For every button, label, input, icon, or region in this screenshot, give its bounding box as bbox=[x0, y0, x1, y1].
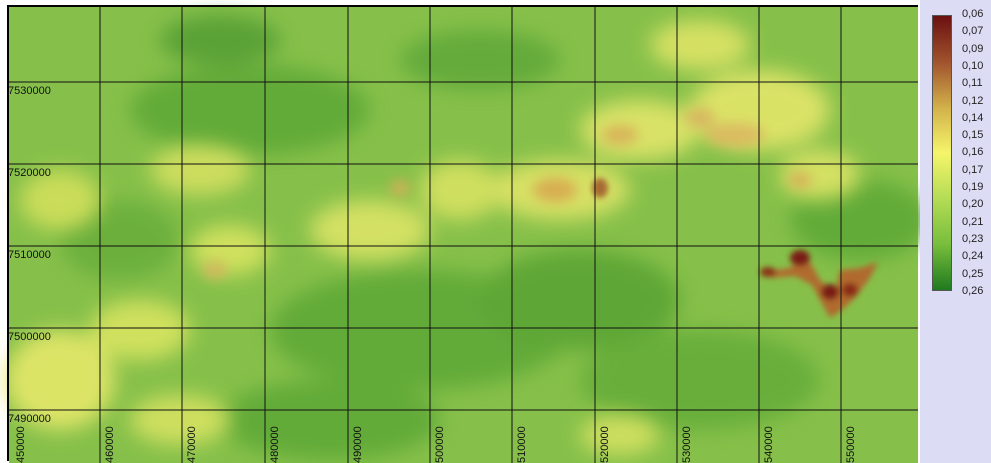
legend-label: 0,06 bbox=[962, 8, 984, 20]
y-tick-label: 7510000 bbox=[8, 249, 51, 261]
legend-label: 0,07 bbox=[962, 25, 984, 38]
legend-label: 0,12 bbox=[962, 94, 984, 107]
y-tick-label: 7520000 bbox=[8, 167, 51, 179]
legend-label: 0,23 bbox=[962, 232, 984, 245]
x-tick-label: 450000 bbox=[15, 426, 27, 463]
raster-surface bbox=[5, 7, 920, 463]
y-axis-labels: 7530000 7520000 7510000 7500000 7490000 bbox=[8, 85, 51, 425]
y-tick-label: 7530000 bbox=[8, 85, 51, 97]
x-tick-label: 520000 bbox=[599, 426, 611, 463]
legend-label: 0,17 bbox=[962, 163, 984, 176]
raster-map[interactable]: 7530000 7520000 7510000 7500000 7490000 … bbox=[0, 0, 920, 463]
x-axis-labels: 450000 460000 470000 480000 490000 50000… bbox=[15, 426, 857, 463]
legend-label: 0,26 bbox=[962, 284, 984, 297]
x-tick-label: 460000 bbox=[104, 426, 116, 463]
legend-label: 0,21 bbox=[962, 215, 984, 228]
x-tick-label: 540000 bbox=[763, 426, 775, 463]
y-tick-label: 7500000 bbox=[8, 331, 51, 343]
x-tick-label: 550000 bbox=[845, 426, 857, 463]
x-tick-label: 470000 bbox=[186, 426, 198, 463]
x-tick-label: 490000 bbox=[352, 426, 364, 463]
legend-label: 0,24 bbox=[962, 250, 984, 263]
legend-label: 0,15 bbox=[962, 129, 984, 142]
legend-label: 0,10 bbox=[962, 59, 984, 72]
x-tick-label: 530000 bbox=[681, 426, 693, 463]
x-tick-label: 510000 bbox=[516, 426, 528, 463]
legend-label: 0,25 bbox=[962, 267, 984, 280]
legend-label: 0,20 bbox=[962, 198, 984, 211]
legend-label: 0,09 bbox=[962, 42, 984, 55]
x-tick-label: 500000 bbox=[434, 426, 446, 463]
legend-panel: 0,06 0,07 0,09 0,10 0,11 0,12 0,14 0,15 0,16 0,17… bbox=[920, 0, 991, 463]
legend-label: 0,11 bbox=[962, 77, 983, 90]
y-tick-label: 7490000 bbox=[8, 413, 51, 425]
map-grid bbox=[9, 7, 918, 463]
x-tick-label: 480000 bbox=[269, 426, 281, 463]
map-border bbox=[7, 5, 918, 461]
legend-label: 0,14 bbox=[962, 111, 984, 124]
legend-color-ramp bbox=[932, 15, 952, 291]
legend-label: 0,16 bbox=[962, 146, 984, 159]
map-frame[interactable]: 7530000 7520000 7510000 7500000 7490000 … bbox=[0, 0, 920, 463]
legend-label: 0,19 bbox=[962, 181, 984, 193]
